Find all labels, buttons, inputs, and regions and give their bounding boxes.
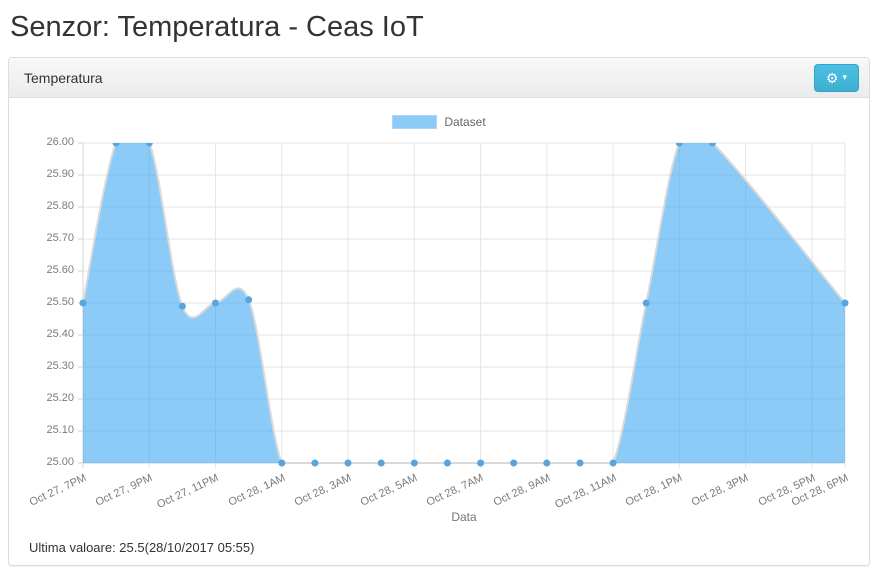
- data-point: [311, 459, 319, 467]
- data-point: [245, 296, 253, 304]
- y-tick-label: 25.50: [46, 296, 74, 308]
- y-tick-label: 25.20: [46, 392, 74, 404]
- data-point: [212, 299, 219, 307]
- last-value-label: Ultima valoare: 25.5(28/10/2017 05:55): [29, 540, 255, 555]
- data-point: [443, 459, 451, 467]
- panel-body: Dataset Data 26.00 25.90 25.80 25.70 25.60 25…: [9, 98, 869, 565]
- legend-label: Dataset: [444, 115, 486, 129]
- data-point: [675, 143, 683, 147]
- y-tick-label: 25.30: [46, 360, 74, 372]
- data-point: [112, 143, 120, 147]
- y-tick-label: 25.40: [46, 328, 74, 340]
- temperature-chart[interactable]: Dataset Data 26.00 25.90 25.80 25.70 25.60 25…: [24, 113, 854, 533]
- data-point: [642, 299, 650, 307]
- legend-swatch: [392, 115, 438, 129]
- y-tick-label: 25.80: [46, 200, 74, 212]
- settings-dropdown-button[interactable]: ⚙ ▾: [813, 63, 859, 92]
- data-point: [410, 459, 418, 467]
- data-point: [609, 459, 617, 467]
- data-point: [576, 459, 584, 467]
- data-point: [841, 299, 849, 307]
- data-point: [543, 459, 551, 467]
- page-title: Senzor: Temperatura - Ceas IoT: [10, 11, 424, 43]
- data-point: [510, 459, 518, 467]
- data-point: [477, 459, 485, 467]
- data-point: [709, 143, 716, 147]
- panel-title: Temperatura: [24, 69, 103, 86]
- y-tick-label: 25.60: [46, 264, 74, 276]
- temperature-panel: Temperatura ⚙ ▾ Dataset Data 26.00 25.90 2…: [8, 57, 870, 566]
- y-tick-label: 25.70: [46, 232, 74, 244]
- gear-icon: ⚙: [825, 69, 839, 86]
- data-point: [145, 143, 153, 147]
- panel-heading: Temperatura ⚙ ▾: [9, 58, 869, 98]
- caret-down-icon: ▾: [842, 72, 847, 82]
- chart-plot-area: [78, 142, 849, 468]
- area-fill: [83, 143, 845, 463]
- y-tick-label: 25.10: [46, 424, 74, 436]
- y-tick-label: 25.00: [46, 456, 74, 468]
- data-point: [79, 299, 87, 307]
- data-point: [278, 459, 286, 467]
- data-point: [178, 302, 186, 310]
- data-point: [344, 459, 352, 467]
- chart-legend: Dataset: [24, 115, 854, 129]
- y-tick-label: 26.00: [46, 136, 74, 148]
- x-axis-title: Data: [451, 510, 477, 524]
- y-tick-label: 25.90: [46, 168, 74, 180]
- data-point: [377, 459, 385, 467]
